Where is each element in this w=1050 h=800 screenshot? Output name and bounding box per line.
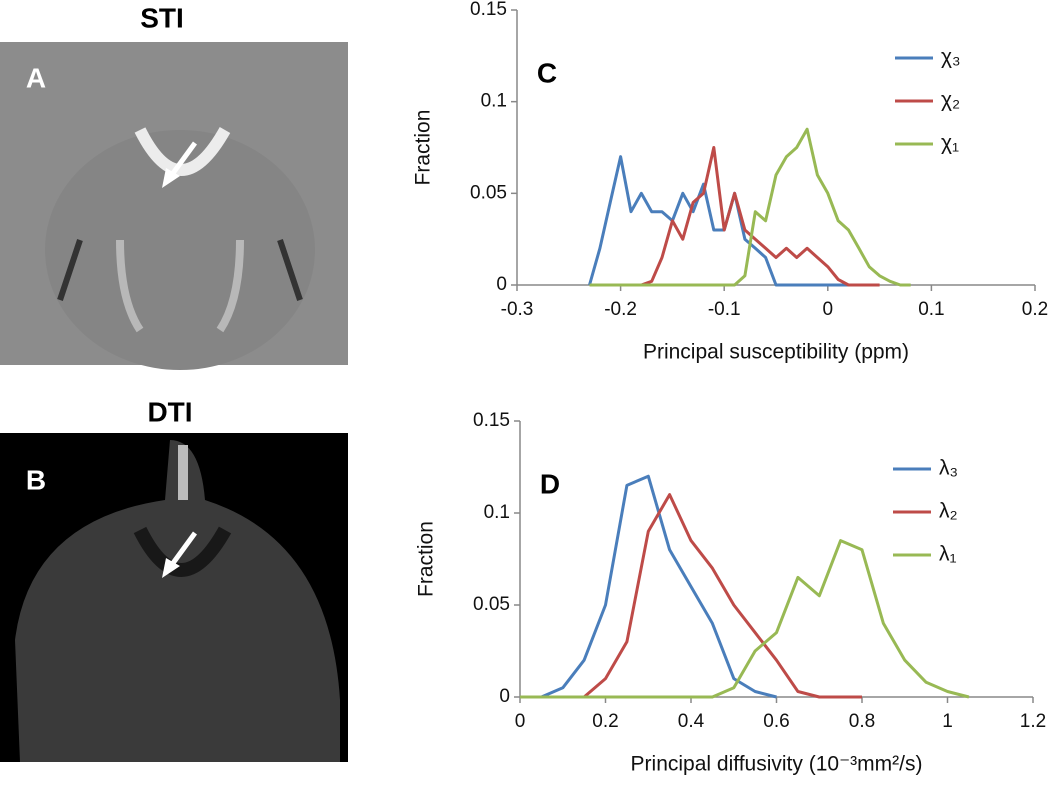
x-axis-label: Principal diffusivity (10⁻³mm²/s) [631, 753, 923, 776]
x-axis-label: Principal susceptibility (ppm) [643, 341, 909, 364]
y-tick-label: 0.15 [473, 410, 510, 431]
series-line [589, 127, 911, 287]
y-tick-label: 0.05 [473, 594, 510, 615]
panel-label: C [537, 57, 557, 88]
panel-label: B [26, 464, 46, 495]
x-tick-label: -0.1 [708, 299, 741, 320]
x-tick-label: 0 [515, 711, 526, 732]
y-axis-label: Fraction [412, 110, 435, 186]
x-tick-label: 0.4 [678, 711, 705, 732]
legend-label: χ₃ [941, 46, 961, 69]
y-tick-label: 0.1 [481, 91, 507, 112]
panel-label: A [26, 62, 46, 93]
series-line [520, 539, 970, 699]
series-line [588, 155, 849, 287]
x-tick-label: 0.1 [918, 299, 944, 320]
y-tick-label: 0 [496, 274, 507, 295]
panel-title: STI [140, 2, 184, 33]
legend-label: λ₁ [939, 543, 957, 566]
x-tick-label: -0.3 [501, 299, 534, 320]
x-tick-label: 1.2 [1020, 711, 1046, 732]
sti-image [0, 42, 348, 370]
series-line [583, 493, 862, 699]
x-tick-label: 0.2 [592, 711, 618, 732]
y-tick-label: 0.1 [484, 502, 510, 523]
series-line [640, 146, 880, 287]
x-tick-label: 1 [942, 711, 953, 732]
legend-label: λ₃ [939, 457, 958, 480]
legend-label: χ₁ [941, 132, 959, 155]
x-tick-label: -0.2 [604, 299, 637, 320]
x-tick-label: 0.2 [1022, 299, 1048, 320]
y-tick-label: 0 [499, 686, 510, 707]
series-line [520, 474, 777, 699]
x-tick-label: 0 [823, 299, 834, 320]
dti-image [0, 433, 348, 762]
panel-label: D [540, 468, 560, 499]
panel-title: DTI [147, 396, 192, 427]
y-axis-label: Fraction [415, 521, 438, 597]
x-tick-label: 0.8 [849, 711, 875, 732]
y-tick-label: 0.15 [470, 0, 507, 20]
legend-label: χ₂ [941, 89, 960, 112]
y-tick-label: 0.05 [470, 182, 507, 203]
legend-label: λ₂ [939, 500, 958, 523]
x-tick-label: 0.6 [763, 711, 789, 732]
